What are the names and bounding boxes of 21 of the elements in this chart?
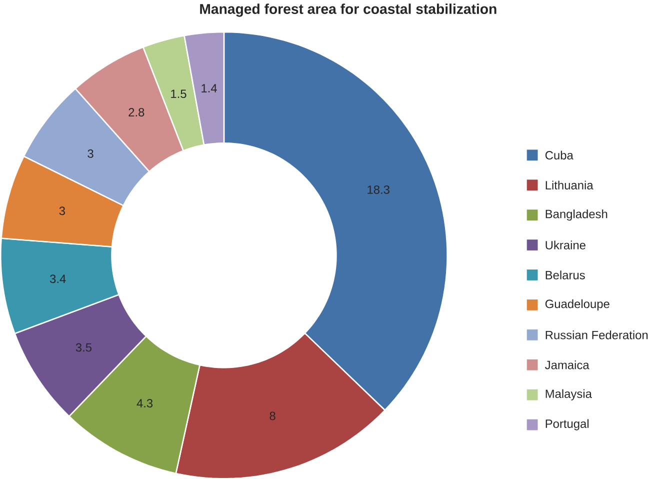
data-label: 3 bbox=[88, 149, 94, 158]
data-label: 1.4 bbox=[202, 84, 217, 92]
data-label: 3 bbox=[59, 206, 65, 215]
data-label: 3.5 bbox=[76, 343, 92, 352]
legend-label: Guadeloupe bbox=[545, 299, 610, 310]
legend-label: Portugal bbox=[546, 419, 589, 430]
data-label: 1.5 bbox=[171, 90, 186, 98]
chart-title: Managed forest area for coastal stabilization bbox=[200, 3, 496, 17]
data-label: 3.4 bbox=[50, 274, 66, 283]
data-label: 2.8 bbox=[128, 108, 144, 116]
legend-label: Malaysia bbox=[546, 389, 592, 400]
legend-label: Jamaica bbox=[545, 360, 590, 370]
legend-label: Belarus bbox=[546, 270, 585, 280]
legend-label: Lithuania bbox=[546, 180, 594, 190]
legend-label: Ukraine bbox=[546, 240, 586, 250]
legend-label: Bangladesh bbox=[546, 209, 608, 220]
data-label: 4.3 bbox=[136, 398, 153, 408]
legend-label: Cuba bbox=[545, 150, 574, 160]
data-label: 18.3 bbox=[368, 185, 390, 194]
data-label: 8 bbox=[270, 412, 276, 420]
legend-label: Russian Federation bbox=[546, 330, 648, 340]
